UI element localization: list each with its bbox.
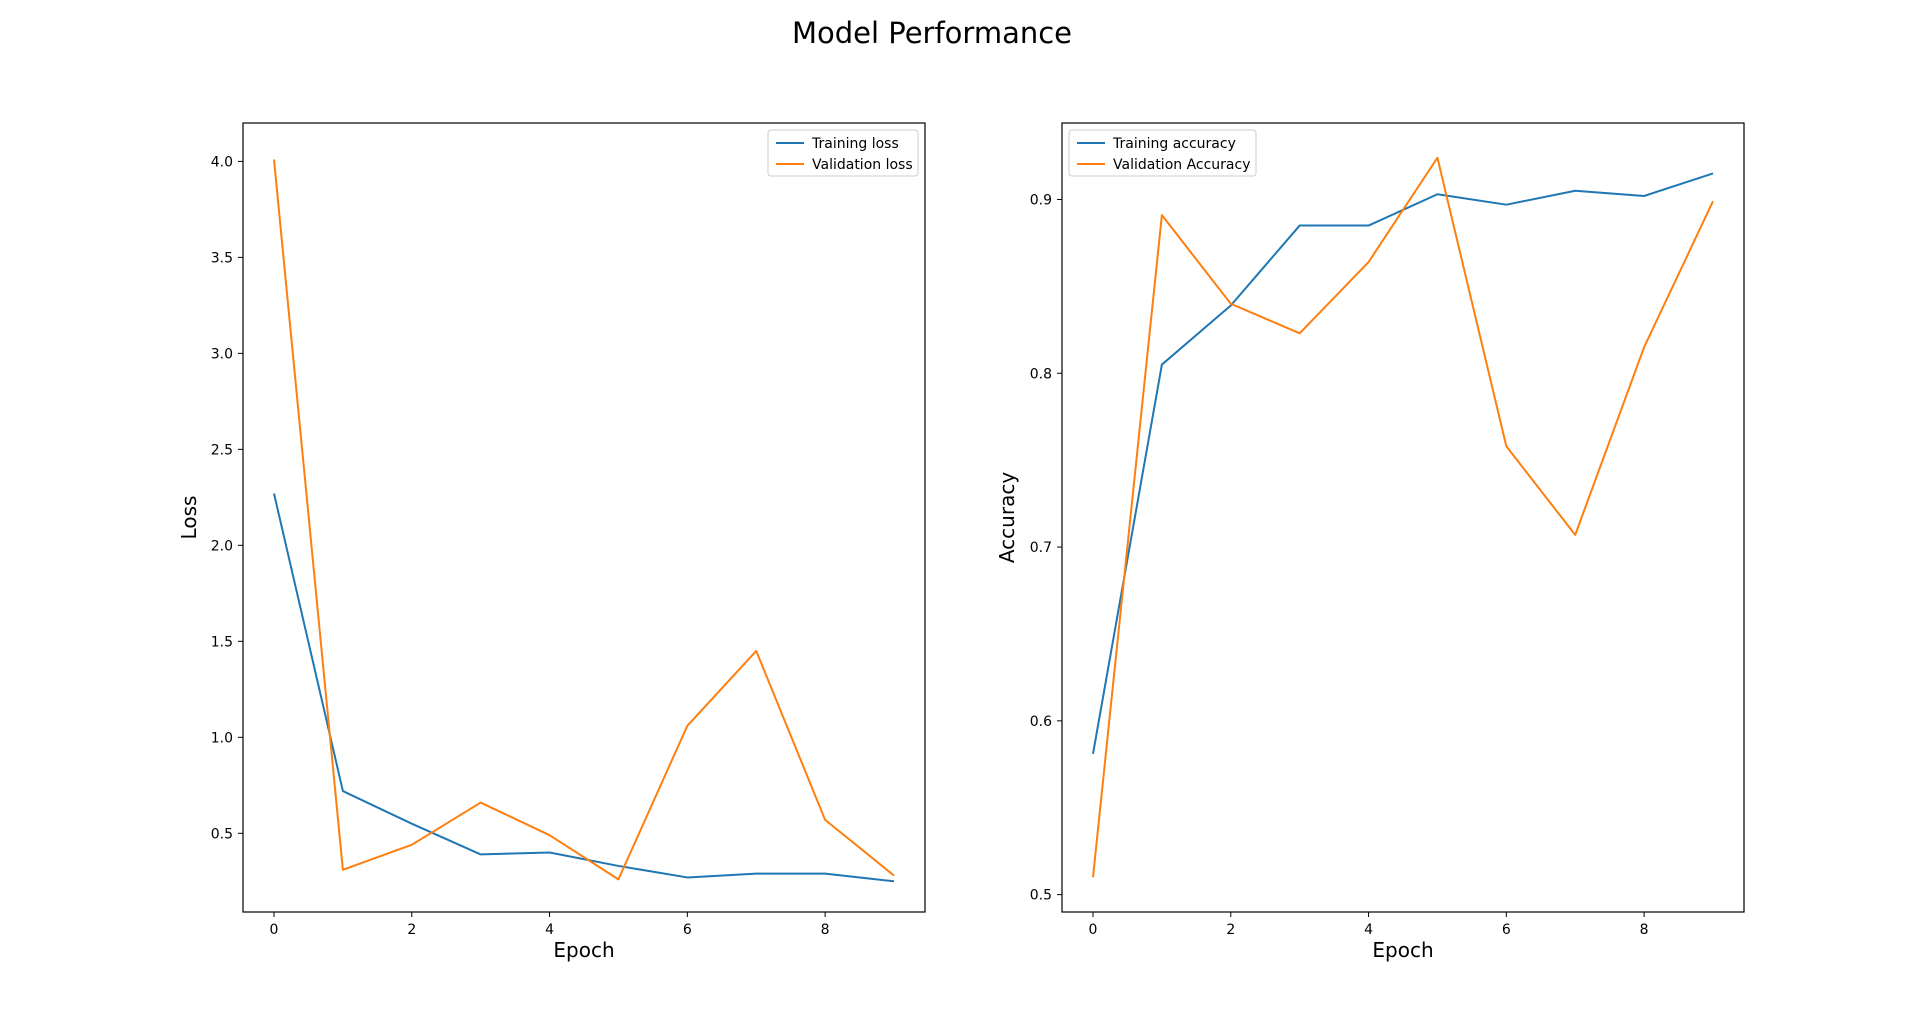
loss-legend-box <box>767 129 919 177</box>
accuracy-legend-label: Validation Accuracy <box>1113 157 1251 173</box>
accuracy-x-tick-label: 2 <box>1226 922 1235 938</box>
accuracy-axes-frame <box>1061 122 1745 913</box>
loss-x-tick-label: 8 <box>821 922 830 938</box>
loss-y-tick-label: 2.5 <box>211 442 233 458</box>
loss-series-validation-loss <box>273 159 895 881</box>
loss-x-tick-label: 0 <box>270 922 279 938</box>
loss-x-tick-label: 2 <box>407 922 416 938</box>
loss-y-tick-label: 2.0 <box>211 538 233 554</box>
loss-y-tick-label: 0.5 <box>211 826 233 842</box>
loss-legend-label: Validation loss <box>812 157 913 173</box>
accuracy-chart: 0 2 4 6 8 0.5 0.6 0.7 0.8 0.9 Epoch Accuracy Trainin… <box>995 122 1745 962</box>
loss-x-axis-label: Epoch <box>553 938 614 962</box>
accuracy-y-tick-label: 0.9 <box>1030 192 1052 208</box>
accuracy-legend-label: Training accuracy <box>1112 136 1236 152</box>
accuracy-y-tick-label: 0.8 <box>1030 366 1052 382</box>
loss-y-tick-label: 1.5 <box>211 634 233 650</box>
loss-y-tick-label: 3.5 <box>211 250 233 266</box>
accuracy-y-tick-label: 0.6 <box>1030 714 1052 730</box>
accuracy-series-validation-accuracy <box>1092 156 1714 878</box>
accuracy-x-tick-label: 6 <box>1502 922 1511 938</box>
loss-y-tick-label: 3.0 <box>211 346 233 362</box>
loss-chart: 0 2 4 6 8 0.5 1.0 1.5 2.0 2.5 3.0 3.5 4.0 Epoch Loss Tr… <box>177 122 926 962</box>
accuracy-x-tick-label: 8 <box>1640 922 1649 938</box>
loss-y-tick-label: 4.0 <box>211 154 233 170</box>
accuracy-x-axis-label: Epoch <box>1372 938 1433 962</box>
loss-legend-label: Training loss <box>811 136 899 152</box>
loss-x-tick-label: 4 <box>545 922 554 938</box>
loss-legend: Training loss Validation loss <box>767 129 919 177</box>
loss-axes-frame <box>242 122 926 913</box>
figure-title: Model Performance <box>792 16 1072 50</box>
loss-y-tick-label: 1.0 <box>211 730 233 746</box>
accuracy-x-tick-label: 0 <box>1089 922 1098 938</box>
accuracy-y-tick-label: 0.5 <box>1030 888 1052 904</box>
loss-y-axis-label: Loss <box>177 496 201 540</box>
loss-x-tick-label: 6 <box>683 922 692 938</box>
accuracy-series-training-accuracy <box>1092 172 1714 755</box>
accuracy-y-tick-label: 0.7 <box>1030 540 1052 556</box>
accuracy-legend-box <box>1068 129 1257 177</box>
loss-series-training-loss <box>273 493 895 883</box>
accuracy-legend: Training accuracy Validation Accuracy <box>1068 129 1257 177</box>
accuracy-y-axis-label: Accuracy <box>995 472 1019 563</box>
accuracy-x-tick-label: 4 <box>1364 922 1373 938</box>
